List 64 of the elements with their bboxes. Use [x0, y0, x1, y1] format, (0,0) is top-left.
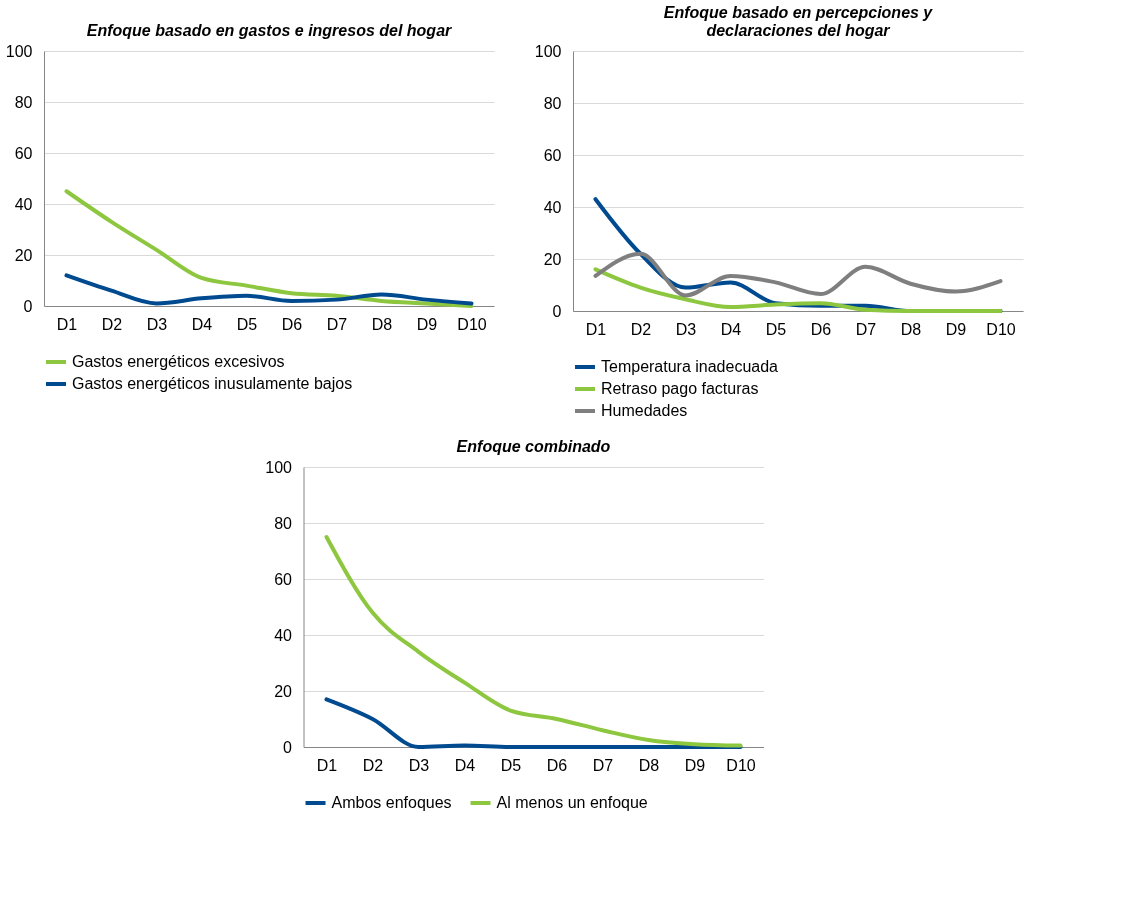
- x-tick-label: D3: [408, 756, 430, 774]
- line-series: [593, 267, 1003, 313]
- x-tick-label: D2: [362, 756, 384, 774]
- x-tick-label: D10: [726, 756, 756, 774]
- x-tick-label: D5: [500, 756, 522, 774]
- y-tick-label: 80: [543, 94, 562, 112]
- legend-label: Retraso pago facturas: [601, 380, 759, 397]
- legend-label: Gastos energéticos inusulamente bajos: [72, 375, 353, 392]
- x-tick-label: D8: [638, 756, 660, 774]
- x-tick-label: D8: [900, 320, 922, 338]
- line-series: [64, 189, 474, 308]
- chart-title: Enfoque basado en gastos e ingresos del hogar: [86, 22, 453, 39]
- x-tick-label: D4: [454, 756, 476, 774]
- legend-label: Gastos energéticos excesivos: [72, 353, 285, 370]
- x-tick-label: D4: [191, 315, 213, 333]
- x-tick-label: D7: [855, 320, 877, 338]
- x-tick-label: D6: [546, 756, 568, 774]
- x-tick-label: D6: [810, 320, 832, 338]
- x-tick-label: D9: [945, 320, 967, 338]
- y-tick-label: 100: [5, 42, 33, 60]
- x-tick-label: D9: [684, 756, 706, 774]
- y-tick-label: 0: [283, 738, 293, 756]
- line-series: [324, 535, 743, 748]
- x-tick-label: D2: [101, 315, 123, 333]
- x-tick-label: D10: [986, 320, 1016, 338]
- y-tick-label: 20: [14, 246, 33, 264]
- y-tick-label: 80: [274, 514, 293, 532]
- x-tick-label: D1: [316, 756, 338, 774]
- x-tick-label: D2: [630, 320, 652, 338]
- x-tick-label: D6: [281, 315, 303, 333]
- x-tick-label: D3: [146, 315, 168, 333]
- y-tick-label: 20: [543, 250, 562, 268]
- y-tick-label: 100: [265, 458, 293, 476]
- chart-title: Enfoque basado en percepciones y declaraciones del hogar: [663, 4, 934, 39]
- x-tick-label: D5: [765, 320, 787, 338]
- y-tick-label: 20: [274, 682, 293, 700]
- line-series: [593, 251, 1003, 298]
- x-tick-label: D1: [585, 320, 607, 338]
- x-tick-label: D3: [675, 320, 697, 338]
- legend-label: Temperatura inadecuada: [601, 358, 779, 375]
- y-tick-label: 60: [14, 144, 33, 162]
- x-tick-label: D8: [371, 315, 393, 333]
- y-tick-label: 60: [274, 570, 293, 588]
- x-tick-label: D7: [326, 315, 348, 333]
- legend-label: Al menos un enfoque: [496, 794, 648, 811]
- x-tick-label: D7: [592, 756, 614, 774]
- y-tick-label: 60: [543, 146, 562, 164]
- chart-title: Enfoque combinado: [456, 438, 611, 455]
- legend-label: Ambos enfoques: [331, 794, 452, 811]
- x-tick-label: D10: [457, 315, 487, 333]
- y-tick-label: 100: [534, 42, 562, 60]
- line-series: [324, 697, 743, 749]
- x-tick-label: D1: [56, 315, 78, 333]
- x-tick-label: D9: [416, 315, 438, 333]
- legend-label: Humedades: [601, 402, 688, 419]
- y-tick-label: 80: [14, 93, 33, 111]
- y-tick-label: 0: [23, 297, 33, 315]
- y-tick-label: 40: [14, 195, 33, 213]
- y-tick-label: 40: [274, 626, 293, 644]
- y-tick-label: 0: [552, 302, 562, 320]
- x-tick-label: D4: [720, 320, 742, 338]
- x-tick-label: D5: [236, 315, 258, 333]
- line-series: [64, 273, 474, 306]
- y-tick-label: 40: [543, 198, 562, 216]
